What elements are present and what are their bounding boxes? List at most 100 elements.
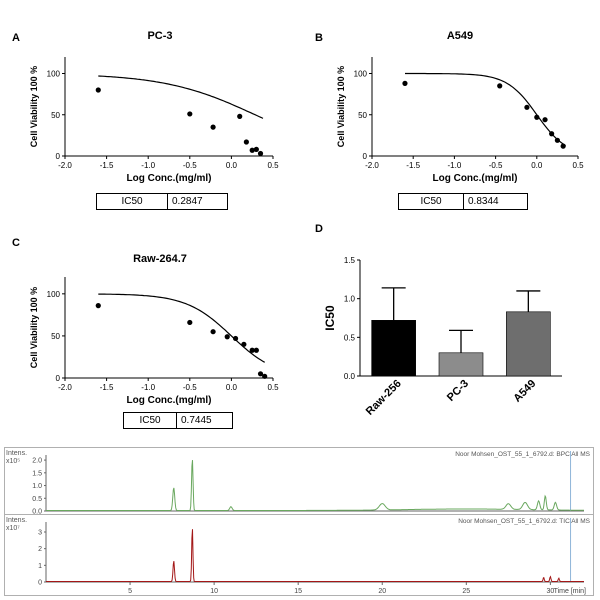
- ic50-box-c: IC50 0.7445: [123, 412, 233, 429]
- x-tick-label: -0.5: [489, 161, 503, 170]
- data-point: [262, 373, 268, 379]
- x-tick-label: 30: [546, 588, 554, 595]
- chart-c-dose-response: -2.0 -1.5 -1.0 -0.5 0.0 0.5 0 50 100 Log Conc.(mg…: [29, 277, 279, 406]
- data-point: [210, 124, 216, 130]
- y-tick-label: 1.5: [344, 256, 356, 265]
- intensity-label: Intens.: [6, 517, 27, 524]
- y-tick-label: 50: [51, 332, 60, 341]
- x-tick-label: -1.0: [141, 161, 155, 170]
- panel-letter-d: D: [315, 223, 323, 235]
- y-tick-label: 0: [56, 374, 61, 383]
- data-point: [237, 113, 243, 119]
- x-tick-label: 0.5: [267, 383, 279, 392]
- intensity-label: Intens.: [6, 450, 27, 457]
- ic50-box-b: IC50 0.8344: [398, 193, 528, 210]
- chart-d-ic50-bars: 0.0 0.5 1.0 1.5 IC50 Raw-256 PC-3 A549: [323, 256, 562, 418]
- y-tick-label: 0: [363, 152, 368, 161]
- panel-letter-c: C: [12, 237, 20, 249]
- data-point: [249, 347, 255, 353]
- fit-curve: [98, 75, 264, 119]
- data-point: [549, 131, 555, 137]
- intensity-scale: x10⁷: [6, 525, 20, 532]
- ic50-value: 0.2847: [172, 196, 203, 207]
- x-tick-label: -1.5: [100, 161, 114, 170]
- panel-letter-a: A: [12, 32, 20, 44]
- x-tick-label: 10: [210, 588, 218, 595]
- data-point: [257, 371, 264, 377]
- y-axis-label: Cell Viability 100 %: [336, 66, 346, 147]
- y-tick-label: 0.5: [32, 496, 42, 503]
- ic50-label: IC50: [97, 194, 168, 209]
- x-tick-label: 15: [294, 588, 302, 595]
- x-axis-label: Log Conc.(mg/ml): [433, 173, 518, 184]
- data-point: [232, 335, 239, 342]
- x-tick-label: -1.0: [448, 161, 462, 170]
- x-tick-label: -2.0: [58, 383, 72, 392]
- trace-title: Noor Mohsen_OST_55_1_6792.d: TIC All MS: [458, 518, 590, 525]
- ic50-label: IC50: [399, 194, 464, 209]
- y-tick-label: 3: [38, 530, 42, 537]
- y-tick-label: 1.0: [344, 295, 356, 304]
- panel-letter-b: B: [315, 32, 323, 44]
- chromatogram-bpc: Intens.x10⁵ Noor Mohsen_OST_55_1_6792.d: …: [4, 447, 594, 516]
- y-axis-label: IC50: [323, 305, 337, 331]
- data-point: [554, 137, 560, 143]
- data-point: [187, 319, 193, 326]
- data-point: [497, 83, 503, 89]
- x-tick-label: -1.0: [141, 383, 155, 392]
- ic50-value: 0.7445: [181, 415, 212, 426]
- y-tick-label: 100: [354, 70, 368, 79]
- y-tick-label: 50: [51, 111, 60, 120]
- data-point: [524, 104, 530, 110]
- x-tick-label: -2.0: [58, 161, 72, 170]
- data-point: [95, 87, 101, 93]
- y-tick-label: 1.0: [32, 483, 42, 490]
- data-point: [257, 150, 264, 157]
- data-point: [95, 303, 101, 309]
- fit-curve: [405, 72, 566, 147]
- x-tick-label: 25: [462, 588, 470, 595]
- y-axis-label: Cell Viability 100 %: [29, 287, 39, 368]
- bar-raw-256: [371, 320, 416, 377]
- data-point: [542, 117, 548, 123]
- chromatogram-frame: [4, 514, 594, 596]
- chart-title-pc3: PC-3: [147, 30, 173, 42]
- y-tick-label: 0: [38, 580, 42, 587]
- bar-pc-3: [438, 352, 484, 377]
- y-tick-label: 0.5: [344, 333, 356, 342]
- ic50-value: 0.8344: [468, 196, 499, 207]
- x-tick-label: Raw-256: [364, 378, 404, 418]
- y-tick-label: 50: [358, 111, 367, 120]
- chart-a-dose-response: -2.0 -1.5 -1.0 -0.5 0.0 0.5 0 50 100 Log Conc.(mg…: [29, 57, 279, 184]
- x-tick-label: 20: [378, 588, 386, 595]
- x-tick-label: 0.0: [226, 383, 238, 392]
- x-tick-label: A549: [511, 378, 538, 405]
- ic50-box-a: IC50 0.2847: [96, 193, 228, 210]
- data-point: [560, 143, 566, 149]
- fit-curve: [98, 293, 265, 363]
- data-point: [249, 147, 255, 153]
- data-point: [243, 139, 249, 145]
- x-tick-label: 0.0: [531, 161, 543, 170]
- trace-title: Noor Mohsen_OST_55_1_6792.d: BPC All MS: [455, 451, 590, 458]
- chromatogram-tic: Intens.x10⁷ Noor Mohsen_OST_55_1_6792.d: …: [4, 514, 594, 596]
- x-tick-label: 0.5: [267, 161, 279, 170]
- data-point: [241, 341, 247, 347]
- y-tick-label: 100: [47, 70, 61, 79]
- data-point: [253, 146, 259, 152]
- x-tick-label: -0.5: [183, 383, 197, 392]
- y-tick-label: 0: [56, 152, 61, 161]
- y-tick-label: 2.0: [32, 458, 42, 465]
- y-tick-label: 1: [38, 563, 42, 570]
- y-tick-label: 2: [38, 546, 42, 553]
- x-axis-label: Time [min]: [554, 588, 586, 595]
- y-tick-label: 1.5: [32, 470, 42, 477]
- bar-a549: [506, 311, 551, 377]
- chart-title-a549: A549: [446, 30, 474, 42]
- x-axis-label: Log Conc.(mg/ml): [127, 395, 212, 406]
- x-tick-label: -0.5: [183, 161, 197, 170]
- y-tick-label: 0.0: [32, 509, 42, 516]
- x-tick-label: -2.0: [365, 161, 379, 170]
- x-tick-label: 0.5: [572, 161, 584, 170]
- x-tick-label: -1.5: [406, 161, 420, 170]
